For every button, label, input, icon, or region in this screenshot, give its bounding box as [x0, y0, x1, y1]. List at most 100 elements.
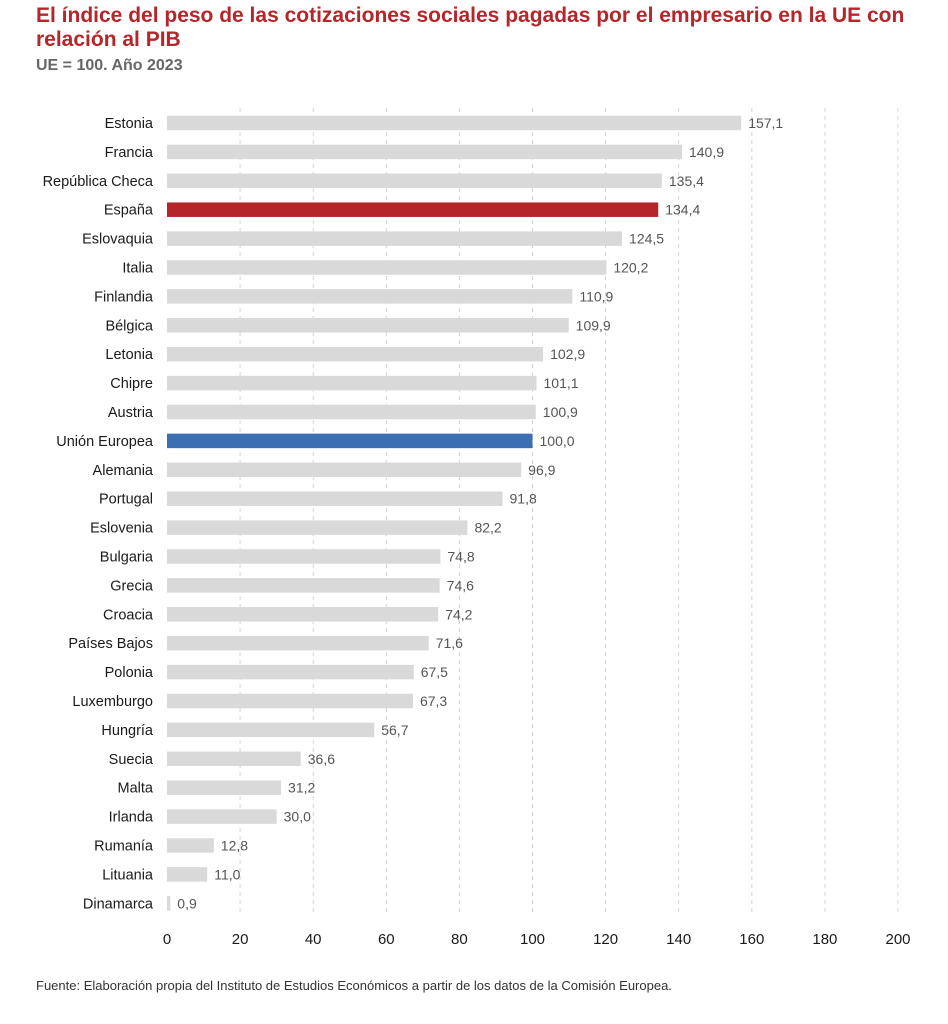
- category-label: Lituania: [102, 867, 154, 883]
- bar: [167, 751, 301, 767]
- value-label: 74,2: [445, 606, 472, 622]
- x-tick-label: 140: [666, 931, 691, 948]
- bar: [167, 780, 282, 795]
- x-tick-label: 180: [812, 931, 837, 948]
- bar: [167, 607, 439, 622]
- x-tick-label: 100: [520, 931, 545, 948]
- category-label: Eslovaquia: [82, 232, 154, 248]
- category-label: España: [104, 203, 154, 219]
- category-label: Luxemburgo: [72, 694, 153, 710]
- category-label: Portugal: [99, 492, 153, 508]
- x-tick-label: 80: [451, 931, 468, 948]
- bar: [167, 404, 536, 420]
- bar-chart: Estonia Francia República Checa España Eslov…: [43, 108, 911, 948]
- bar: [167, 664, 414, 680]
- value-label: 101,1: [544, 375, 579, 391]
- bar: [167, 549, 441, 564]
- value-label: 96,9: [528, 462, 555, 478]
- value-label: 124,5: [629, 231, 664, 247]
- value-label: 135,4: [669, 173, 704, 189]
- category-label: Italia: [122, 261, 154, 277]
- category-label: Eslovenia: [90, 521, 154, 537]
- chart-subtitle: UE = 100. Año 2023: [36, 57, 183, 74]
- bar: [167, 491, 503, 506]
- category-label: Polonia: [105, 665, 154, 681]
- value-label: 36,6: [308, 751, 335, 767]
- category-label: Chipre: [110, 376, 153, 392]
- value-label: 110,9: [579, 288, 613, 304]
- x-tick-label: 120: [593, 931, 618, 948]
- value-label: 109,9: [576, 317, 611, 333]
- value-label: 100,0: [540, 433, 575, 449]
- value-label: 120,2: [613, 260, 648, 276]
- category-label: Bélgica: [105, 318, 153, 334]
- category-label: Austria: [108, 405, 154, 421]
- value-label: 74,6: [447, 577, 474, 593]
- bar: [167, 173, 662, 189]
- bar: [167, 838, 214, 853]
- bar: [167, 578, 440, 593]
- category-label: Hungría: [101, 723, 154, 739]
- bar: [167, 289, 573, 304]
- value-label: 67,3: [420, 693, 447, 709]
- bar: [167, 462, 522, 478]
- category-label: Croacia: [103, 607, 154, 623]
- value-label: 71,6: [436, 635, 463, 651]
- x-tick-label: 160: [739, 931, 764, 948]
- bar: [167, 231, 623, 246]
- x-axis-ticks: 0 20 40 60 80 100 120 140 160 180 200: [163, 931, 911, 948]
- value-label: 134,4: [665, 202, 700, 218]
- value-label: 91,8: [510, 491, 537, 507]
- category-label: Rumanía: [94, 839, 154, 855]
- value-label: 11,0: [214, 866, 240, 882]
- bar: [167, 260, 607, 275]
- bar: [167, 520, 468, 535]
- value-label: 0,9: [177, 895, 197, 911]
- value-label: 31,2: [288, 780, 315, 796]
- bar: [167, 896, 171, 911]
- category-labels: Estonia Francia República Checa España Eslov…: [43, 116, 154, 912]
- grid-lines: [239, 108, 899, 915]
- value-label: 82,2: [474, 520, 501, 536]
- bar: [167, 144, 682, 160]
- category-label: Malta: [118, 781, 154, 797]
- category-label: Estonia: [105, 116, 154, 132]
- bar: [167, 722, 375, 738]
- bar: [167, 115, 742, 131]
- value-label: 67,5: [421, 664, 448, 680]
- bar: [167, 693, 413, 709]
- bar: [167, 375, 537, 391]
- category-label: Alemania: [93, 463, 154, 479]
- x-tick-label: 20: [232, 931, 249, 948]
- category-label: Dinamarca: [83, 896, 154, 912]
- bar: [167, 346, 544, 362]
- category-label: Países Bajos: [68, 636, 153, 652]
- bar: [167, 867, 208, 882]
- category-label: Grecia: [110, 578, 154, 594]
- x-tick-label: 60: [378, 931, 395, 948]
- bar: [167, 202, 659, 217]
- category-label: Letonia: [105, 347, 154, 363]
- x-tick-label: 0: [163, 931, 171, 948]
- value-label: 100,9: [543, 404, 578, 420]
- category-label: República Checa: [43, 174, 154, 190]
- value-label: 140,9: [689, 144, 724, 160]
- category-label: Suecia: [109, 752, 154, 768]
- bar: [167, 433, 533, 449]
- bar: [167, 318, 569, 333]
- category-label: Francia: [105, 145, 154, 161]
- chart-title: El índice del peso de las cotizaciones s…: [36, 4, 905, 51]
- value-label: 74,8: [447, 549, 474, 565]
- value-label: 157,1: [748, 115, 783, 131]
- source-note: Fuente: Elaboración propia del Instituto…: [36, 978, 672, 993]
- x-tick-label: 40: [305, 931, 322, 948]
- bars: [167, 115, 742, 911]
- category-label: Bulgaria: [100, 550, 154, 566]
- category-label: Irlanda: [109, 810, 154, 826]
- category-label: Finlandia: [94, 289, 154, 305]
- category-label: Unión Europea: [56, 434, 154, 450]
- value-label: 30,0: [284, 809, 311, 825]
- value-label: 102,9: [550, 346, 585, 362]
- bar: [167, 635, 429, 651]
